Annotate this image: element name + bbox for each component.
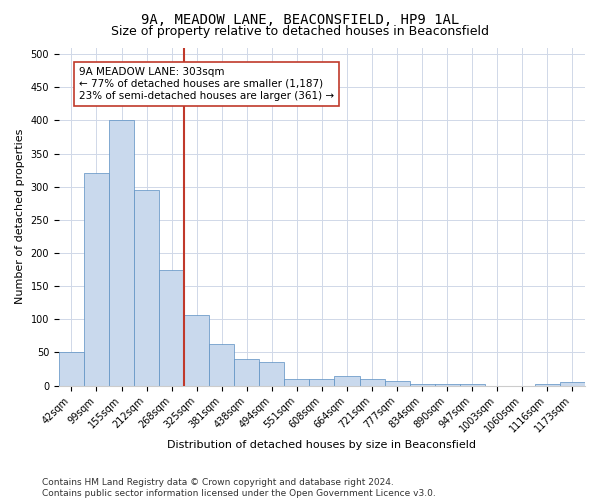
Bar	[535, 384, 560, 386]
Bar	[560, 382, 585, 386]
Bar	[410, 384, 434, 386]
Text: 9A MEADOW LANE: 303sqm
← 77% of detached houses are smaller (1,187)
23% of semi-: 9A MEADOW LANE: 303sqm ← 77% of detached…	[79, 68, 334, 100]
Bar	[259, 362, 284, 386]
Bar	[310, 379, 334, 386]
Bar	[84, 174, 109, 386]
Bar	[209, 344, 234, 386]
Bar	[434, 384, 460, 386]
Bar	[334, 376, 359, 386]
Text: Size of property relative to detached houses in Beaconsfield: Size of property relative to detached ho…	[111, 25, 489, 38]
Text: 9A, MEADOW LANE, BEACONSFIELD, HP9 1AL: 9A, MEADOW LANE, BEACONSFIELD, HP9 1AL	[141, 12, 459, 26]
Bar	[109, 120, 134, 386]
Bar	[184, 314, 209, 386]
Bar	[460, 384, 485, 386]
Bar	[134, 190, 159, 386]
Bar	[234, 359, 259, 386]
Bar	[159, 270, 184, 386]
Text: Contains HM Land Registry data © Crown copyright and database right 2024.
Contai: Contains HM Land Registry data © Crown c…	[42, 478, 436, 498]
Bar	[59, 352, 84, 386]
Bar	[284, 379, 310, 386]
Bar	[359, 379, 385, 386]
Y-axis label: Number of detached properties: Number of detached properties	[15, 129, 25, 304]
X-axis label: Distribution of detached houses by size in Beaconsfield: Distribution of detached houses by size …	[167, 440, 476, 450]
Bar	[385, 381, 410, 386]
